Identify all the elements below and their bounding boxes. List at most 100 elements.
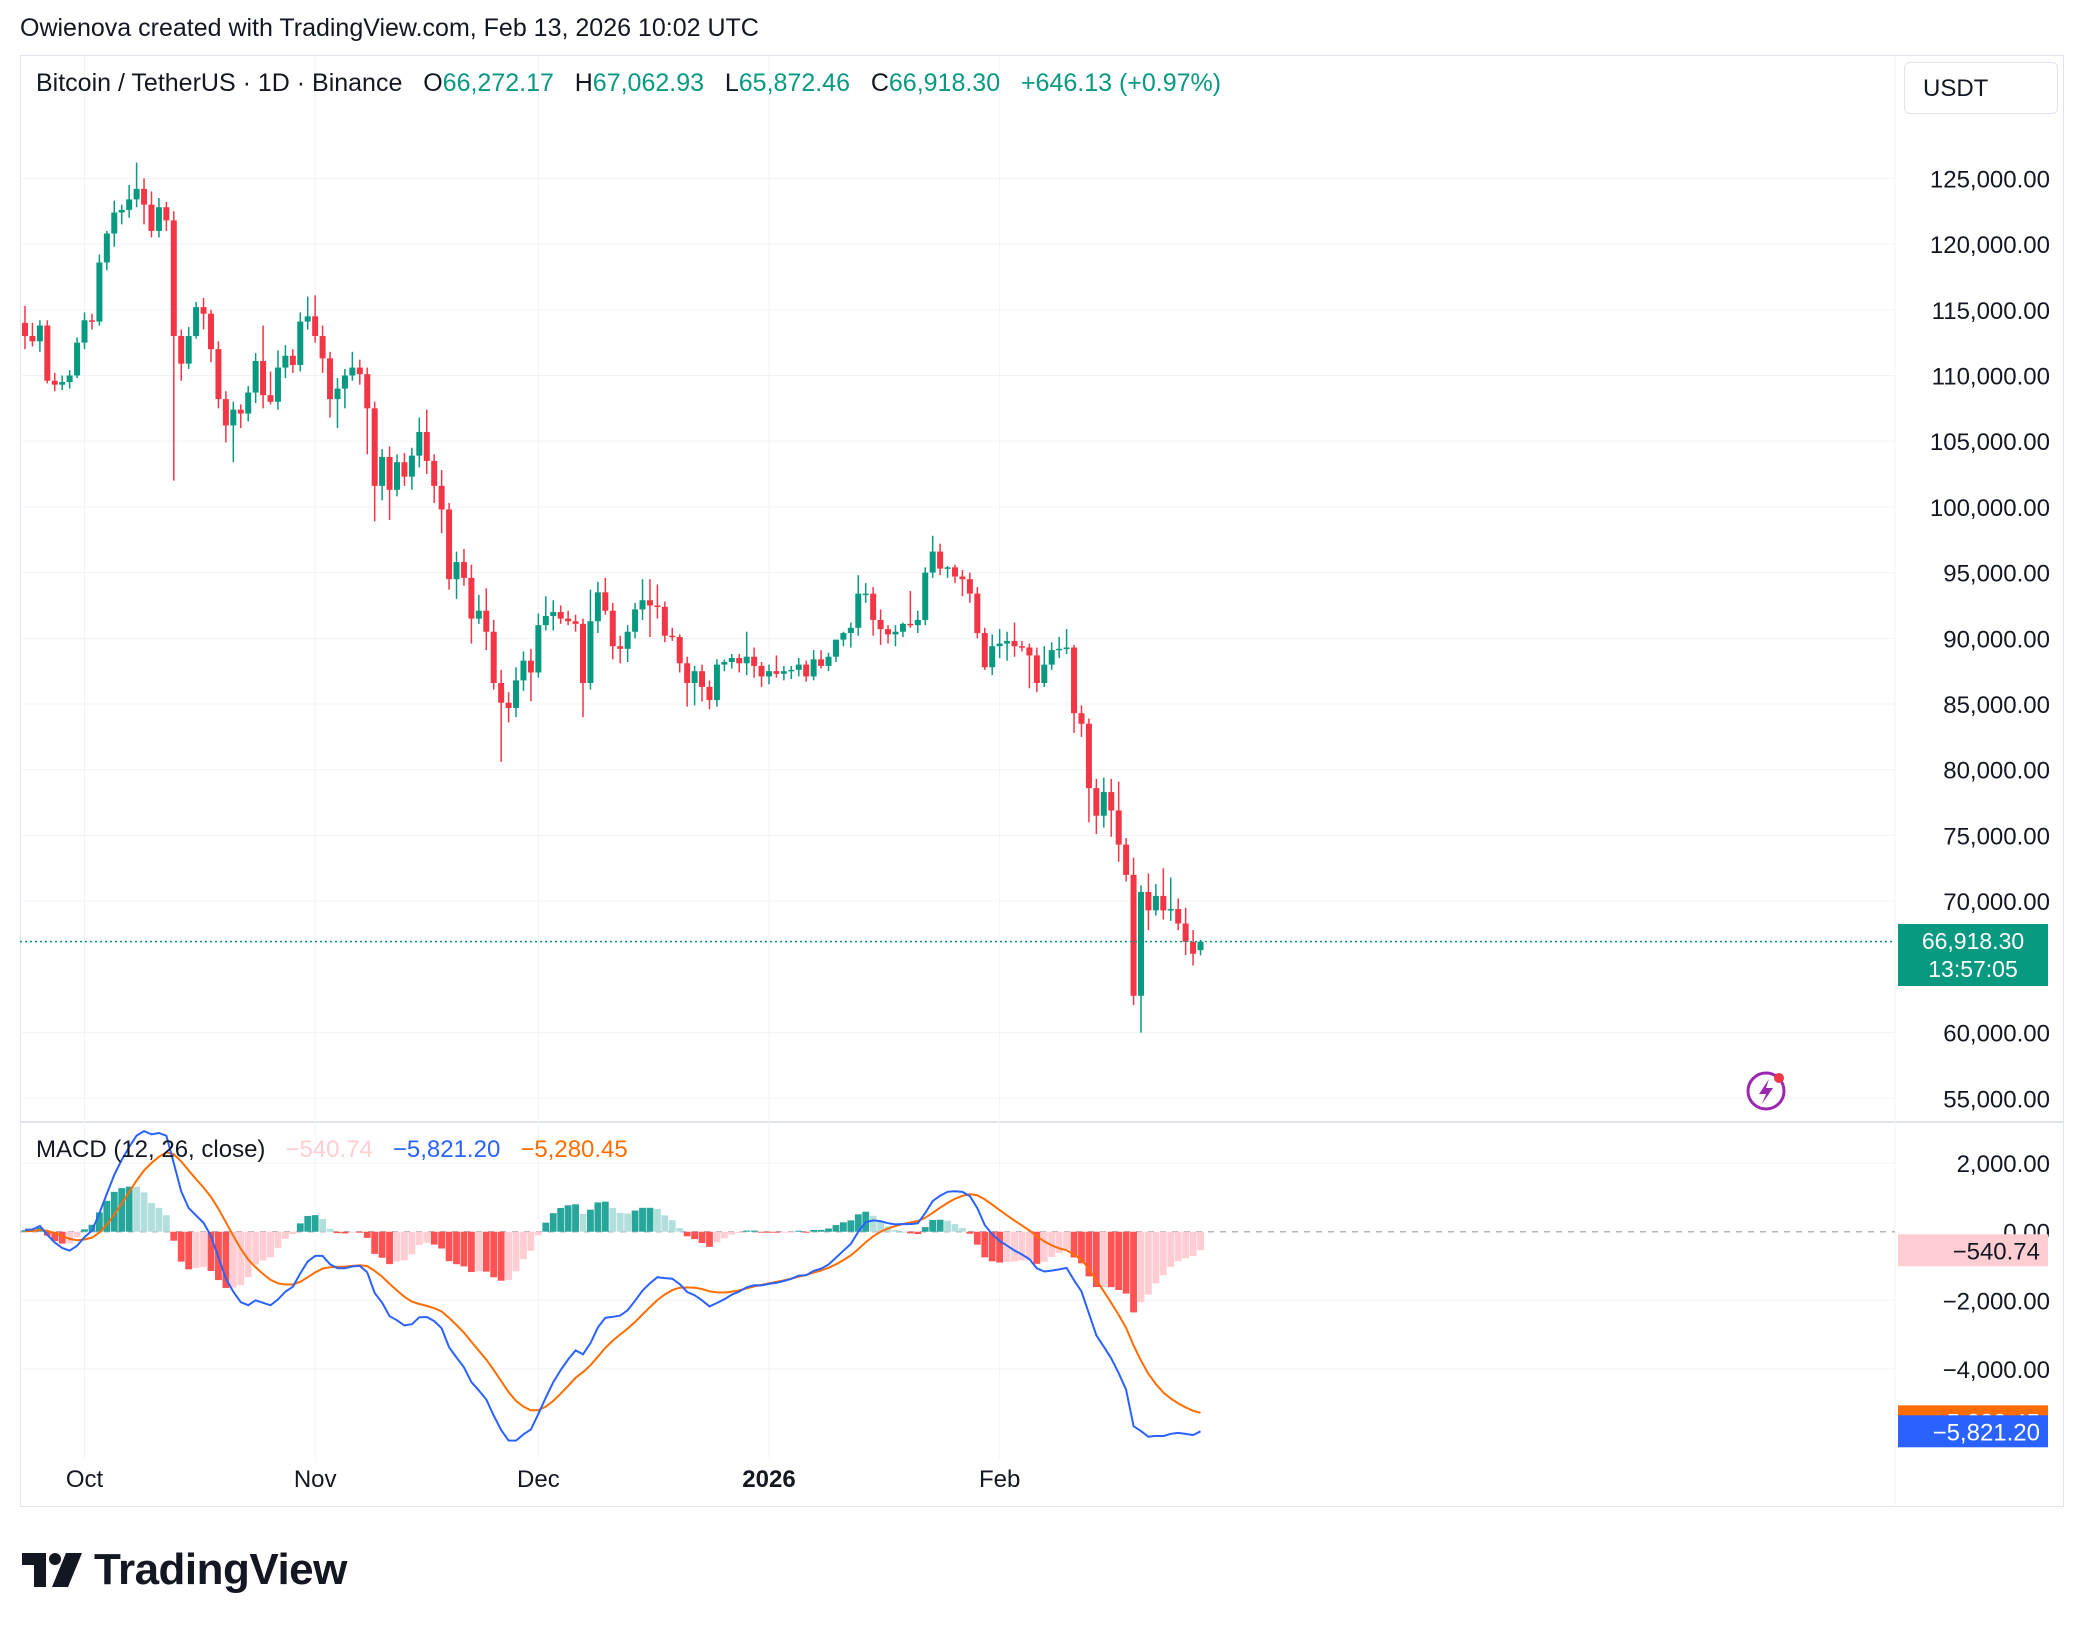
candle-body bbox=[713, 664, 720, 701]
candle-body bbox=[453, 562, 460, 580]
candle-body bbox=[557, 612, 564, 619]
macd-histogram-bar bbox=[296, 1223, 304, 1232]
price-tick-label: 105,000.00 bbox=[1930, 429, 2050, 456]
candle-body bbox=[364, 374, 371, 409]
macd-histogram-bar bbox=[363, 1231, 371, 1238]
candle-body bbox=[170, 220, 177, 337]
candle-body bbox=[736, 658, 743, 664]
candle-body bbox=[617, 646, 624, 649]
candle-body bbox=[1175, 909, 1182, 924]
candle-body bbox=[468, 577, 475, 619]
high-value: 67,062.93 bbox=[592, 69, 705, 97]
macd-histogram-bar bbox=[453, 1231, 460, 1265]
macd-histogram-bar bbox=[73, 1231, 81, 1238]
candle-body bbox=[1093, 788, 1100, 816]
alert-bolt-ring bbox=[1746, 1071, 1786, 1111]
price-tick-label: 125,000.00 bbox=[1930, 166, 2050, 193]
price-tick-label: 90,000.00 bbox=[1943, 626, 2050, 653]
candle-body bbox=[684, 663, 691, 683]
macd-histogram-bar bbox=[177, 1231, 185, 1262]
candle-body bbox=[1033, 655, 1040, 683]
alert-bolt-dot bbox=[1774, 1073, 1784, 1083]
macd-histogram-bar bbox=[162, 1215, 170, 1232]
macd-histogram-bar bbox=[66, 1231, 74, 1244]
macd-histogram-bar bbox=[341, 1231, 349, 1234]
macd-lines bbox=[24, 1129, 1201, 1442]
macd-histogram-bar bbox=[110, 1191, 118, 1232]
macd-histogram-bar bbox=[579, 1213, 587, 1232]
candle-body bbox=[304, 316, 311, 322]
candle-body bbox=[74, 342, 81, 376]
macd-line-value: −5,821.20 bbox=[392, 1136, 501, 1163]
macd-histogram-bar bbox=[735, 1231, 743, 1233]
candle-body bbox=[252, 361, 259, 393]
candle-body bbox=[245, 392, 252, 414]
close-label: C bbox=[870, 69, 889, 97]
macd-histogram-bar bbox=[185, 1231, 193, 1270]
candle-body bbox=[1048, 650, 1055, 665]
open-label: O bbox=[423, 69, 443, 97]
candle-body bbox=[1182, 923, 1189, 942]
macd-histogram-bar bbox=[646, 1207, 654, 1232]
candle-body bbox=[267, 395, 274, 402]
candle-body bbox=[788, 669, 795, 672]
macd-histogram bbox=[21, 1186, 1204, 1313]
tradingview-logo[interactable]: TradingView bbox=[22, 1545, 347, 1595]
candle-body bbox=[862, 593, 869, 596]
candle-body bbox=[758, 665, 765, 677]
macd-tick-label: −2,000.00 bbox=[1943, 1288, 2050, 1315]
macd-histogram-bar bbox=[631, 1210, 639, 1232]
macd-histogram-bar bbox=[1040, 1231, 1048, 1262]
macd-histogram-bar bbox=[1152, 1231, 1160, 1284]
macd-histogram-bar bbox=[207, 1231, 215, 1271]
candle-body bbox=[1100, 792, 1107, 816]
price-tick-label: 100,000.00 bbox=[1930, 495, 2050, 522]
candle-body bbox=[922, 572, 929, 620]
candle-body bbox=[1085, 723, 1092, 789]
macd-histogram-tag-bg bbox=[1898, 1234, 2048, 1267]
candle-body bbox=[654, 605, 661, 607]
candle-body bbox=[1167, 909, 1174, 911]
candle-body bbox=[676, 636, 683, 664]
candle-body bbox=[66, 375, 73, 383]
candle-body bbox=[535, 625, 542, 673]
macd-histogram-bar bbox=[572, 1204, 579, 1232]
macd-histogram-bar bbox=[282, 1231, 289, 1239]
candle-body bbox=[699, 671, 706, 687]
candle-body bbox=[587, 621, 594, 683]
currency-button[interactable]: USDT bbox=[1904, 62, 2058, 114]
macd-line-tag-text: −5,821.20 bbox=[1933, 1419, 2040, 1446]
price-tick-label: 110,000.00 bbox=[1932, 363, 2050, 390]
macd-histogram-bar bbox=[869, 1215, 877, 1232]
macd-histogram-bar bbox=[877, 1221, 884, 1232]
open-value: 66,272.17 bbox=[442, 69, 554, 97]
price-tick-label: 80,000.00 bbox=[1943, 758, 2050, 785]
candle-body bbox=[602, 592, 609, 611]
macd-histogram-bar bbox=[780, 1231, 788, 1233]
tradingview-logo-icon bbox=[22, 1553, 82, 1587]
macd-histogram-bar bbox=[140, 1192, 148, 1232]
price-tick-label: 85,000.00 bbox=[1943, 692, 2050, 719]
macd-histogram-tag-text: −540.74 bbox=[1953, 1238, 2040, 1265]
macd-histogram-bar bbox=[475, 1231, 483, 1272]
candle-body bbox=[371, 408, 378, 486]
macd-histogram-bar bbox=[393, 1231, 401, 1262]
macd-histogram-bar bbox=[430, 1231, 438, 1245]
symbol-name: Bitcoin / TetherUS · 1D · Binance bbox=[36, 69, 403, 97]
candle-body bbox=[22, 322, 28, 337]
candle-body bbox=[795, 664, 802, 670]
candle-body bbox=[624, 631, 631, 649]
price-axis: 125,000.00 120,000.00 115,000.00 110,000.00… bbox=[1930, 166, 2050, 1113]
candle-body bbox=[51, 380, 58, 385]
chart-frame[interactable] bbox=[20, 55, 2064, 1507]
candle-body bbox=[751, 656, 758, 666]
candle-body bbox=[609, 610, 616, 647]
candle-body bbox=[885, 629, 892, 635]
macd-histogram-bar bbox=[274, 1231, 282, 1248]
macd-histogram-bar bbox=[1167, 1231, 1175, 1267]
candle-body bbox=[944, 567, 951, 569]
macd-histogram-bar bbox=[944, 1220, 951, 1232]
macd-histogram-bar bbox=[386, 1231, 393, 1265]
candle-body bbox=[103, 233, 110, 263]
